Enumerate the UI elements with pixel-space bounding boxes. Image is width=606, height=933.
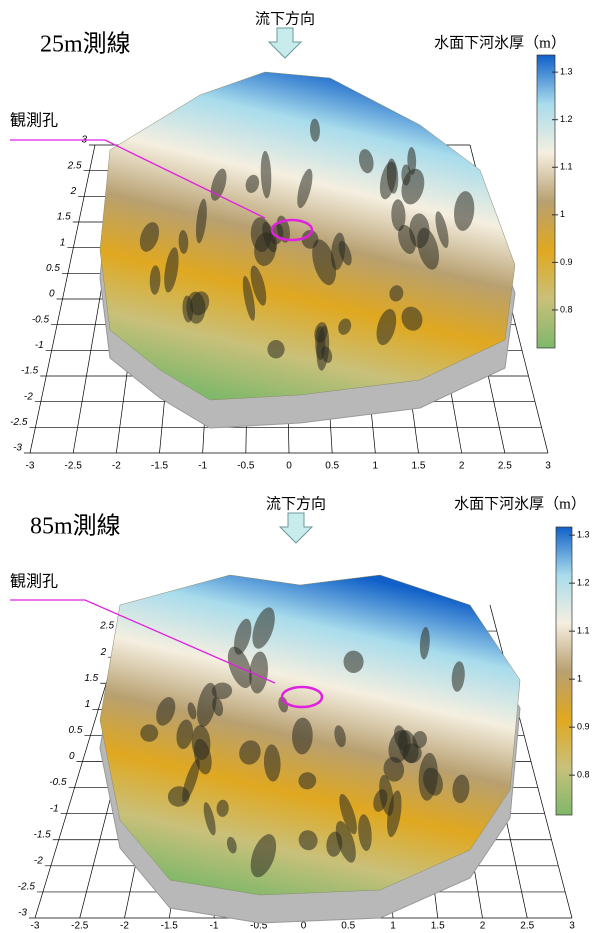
y-tick-label: 0.5 [46, 263, 60, 274]
shadow [267, 340, 284, 358]
colorbar-tick-label: 0.9 [577, 722, 590, 732]
colorbar-tick-label: 1.2 [560, 114, 573, 124]
x-tick-label: 1 [390, 921, 396, 932]
y-tick-label: -1 [50, 803, 59, 814]
panel-title: 85m測線 [30, 513, 121, 540]
y-tick-label: -1.5 [21, 366, 39, 377]
y-tick-label: -3 [13, 443, 22, 454]
x-tick-label: -0.5 [237, 461, 255, 472]
x-tick-label: 2.5 [520, 921, 534, 932]
x-tick-label: -1.5 [161, 921, 179, 932]
x-tick-label: -1.5 [151, 461, 169, 472]
flow-label: 流下方向 [255, 10, 315, 27]
y-tick-label: 1 [85, 699, 91, 710]
x-tick-label: 1.5 [412, 461, 426, 472]
x-tick-label: 2 [480, 921, 486, 932]
y-tick-label: 0 [69, 751, 75, 762]
colorbar-tick-label: 1 [577, 674, 582, 684]
flow-label: 流下方向 [266, 495, 326, 512]
x-tick-label: 0 [286, 461, 292, 472]
hole-label: 観測孔 [10, 573, 58, 591]
y-tick-label: 0 [49, 289, 55, 300]
x-tick-label: -3 [31, 921, 40, 932]
x-tick-label: -3 [26, 461, 35, 472]
colorbar-title: 水面下河氷厚（m） [454, 495, 586, 512]
x-tick-label: -1 [198, 461, 207, 472]
colorbar-tick-label: 1.3 [560, 66, 573, 76]
y-tick-label: -2 [24, 391, 33, 402]
colorbar-tick-label: 0.8 [577, 770, 590, 780]
colorbar-tick-label: 1.2 [577, 578, 590, 588]
x-tick-label: -2.5 [71, 921, 89, 932]
y-tick-label: -0.5 [32, 314, 50, 325]
x-tick-label: -1 [210, 921, 219, 932]
y-tick-label: 2.5 [67, 160, 82, 171]
colorbar-tick-label: 0.8 [560, 304, 573, 314]
flow-arrow [269, 28, 301, 58]
x-tick-label: 1.5 [431, 921, 445, 932]
x-tick-label: 2.5 [498, 461, 512, 472]
colorbar [537, 55, 555, 348]
y-tick-label: 0.5 [69, 725, 83, 736]
x-tick-label: 0.5 [341, 921, 355, 932]
colorbar-tick-label: 1.3 [577, 530, 590, 540]
x-tick-label: 3 [569, 921, 575, 932]
colorbar-title: 水面下河氷厚（m） [434, 34, 566, 51]
y-tick-label: 1.5 [84, 673, 98, 684]
colorbar-tick-label: 1.1 [577, 626, 590, 636]
y-tick-label: -3 [18, 908, 27, 919]
colorbar-tick-label: 1 [560, 209, 565, 219]
y-tick-label: -2.5 [18, 882, 36, 893]
colorbar-tick-label: 0.9 [560, 257, 573, 267]
y-tick-label: -1.5 [34, 829, 52, 840]
flow-arrow [280, 513, 312, 543]
y-tick-label: -2 [34, 855, 43, 866]
x-tick-label: 3 [545, 461, 551, 472]
hole-label: 観測孔 [10, 112, 58, 130]
colorbar-tick-label: 1.1 [560, 162, 573, 172]
y-tick-label: -0.5 [49, 777, 67, 788]
y-tick-label: 2 [100, 647, 107, 658]
x-tick-label: 2 [459, 461, 465, 472]
panel-title: 25m測線 [40, 31, 131, 58]
x-tick-label: -2.5 [65, 461, 83, 472]
x-tick-label: 1 [373, 461, 379, 472]
y-tick-label: 2.5 [99, 621, 114, 632]
figure: -3 -2.5 -2 -1.5 -1 -0.5 0 0.5 1 1.5 2 2.5 3 -3 -2.5 -2 -… [0, 0, 606, 933]
y-tick-label: -1 [35, 340, 44, 351]
panel: -3 -2.5 -2 -1.5 -1 -0.5 0 0.5 1 1.5 2 2.5 3 -3 -2.5 -2 -… [10, 495, 590, 931]
x-tick-label: -2 [120, 921, 129, 932]
y-tick-label: 2 [70, 186, 77, 197]
x-tick-label: 0 [301, 921, 307, 932]
x-tick-label: -2 [112, 461, 121, 472]
colorbar [556, 527, 572, 815]
y-tick-label: -2.5 [10, 417, 28, 428]
y-tick-label: 1 [60, 237, 66, 248]
x-tick-label: 0.5 [325, 461, 339, 472]
y-tick-label: 1.5 [57, 212, 71, 223]
panel: -3 -2.5 -2 -1.5 -1 -0.5 0 0.5 1 1.5 2 2.5 3 -3 -2.5 -2 -… [10, 10, 573, 471]
